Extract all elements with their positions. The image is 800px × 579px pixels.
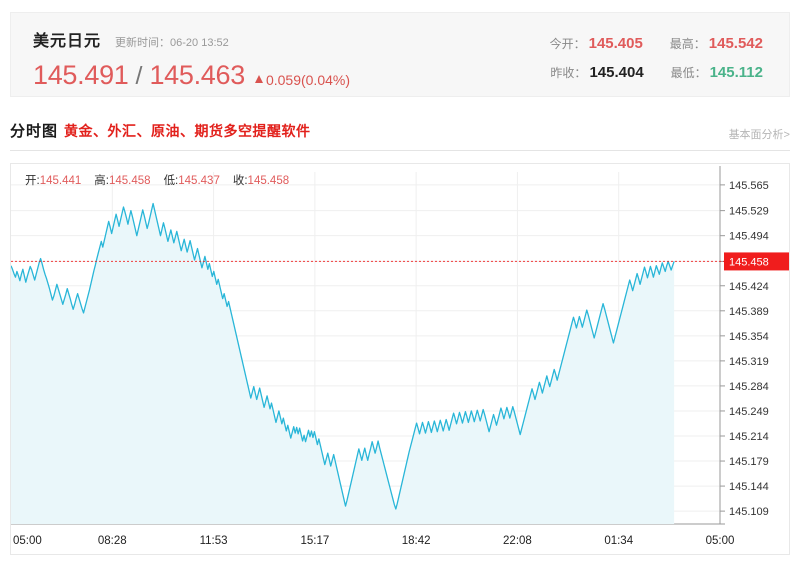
bid-price: 145.491 <box>33 60 129 90</box>
quote-primary-block: 美元日元 更新时间：06-20 13:52 145.491 / 145.463 … <box>33 27 350 91</box>
chart-y-tick-label: 145.249 <box>729 406 769 418</box>
update-time: 更新时间：06-20 13:52 <box>115 34 229 50</box>
chart-close-label: 收: <box>232 175 248 187</box>
chart-high-value: 145.458 <box>108 175 151 187</box>
chart-ohlc-legend: 开:145.441 高:145.458 低:145.437 收:145.458 <box>25 172 289 188</box>
quote-stats-block: 今开： 145.405 最高： 145.542 昨收： 145.404 最低： 145.… <box>550 35 763 93</box>
chart-y-tick-label: 145.179 <box>729 456 769 468</box>
low-value: 145.112 <box>709 64 763 81</box>
chart-close-value: 145.458 <box>247 175 290 187</box>
chart-y-tick-label: 145.424 <box>729 281 769 293</box>
high-value: 145.542 <box>708 35 763 52</box>
chart-area-fill <box>11 203 675 525</box>
chart-y-tick-label: 145.565 <box>729 180 769 192</box>
prevclose-label: 昨收： <box>550 66 587 80</box>
chart-x-tick-label: 15:17 <box>300 535 329 547</box>
chart-open-label: 开: <box>25 175 40 187</box>
chart-canvas[interactable]: 145.565 145.529 145.494 145.458 145.424 145.3… <box>11 164 789 554</box>
chart-y-tick-label: 145.389 <box>729 306 769 318</box>
chart-current-price-box <box>724 252 789 271</box>
update-time-value: 06-20 13:52 <box>170 37 229 49</box>
page-title: 分时图 <box>10 123 59 140</box>
intraday-chart[interactable]: 开:145.441 高:145.458 低:145.437 收:145.458 145… <box>10 163 790 555</box>
ask-price: 145.463 <box>149 60 245 90</box>
chart-y-tick-label: 145.529 <box>729 206 769 218</box>
chart-x-tick-label: 05:00 <box>13 535 42 547</box>
open-value: 145.405 <box>588 35 643 52</box>
quote-summary-card: 美元日元 更新时间：06-20 13:52 145.491 / 145.463 … <box>10 12 790 97</box>
chart-x-tick-label: 11:53 <box>200 535 228 547</box>
chart-y-tick-label: 145.494 <box>729 231 769 243</box>
chart-low-label: 低: <box>163 175 179 187</box>
open-label: 今开： <box>549 37 586 51</box>
chart-y-tick-label: 145.214 <box>729 431 769 443</box>
prevclose-value: 145.404 <box>589 64 644 81</box>
arrow-up-icon <box>254 75 263 83</box>
chart-y-tick-label: 145.284 <box>729 381 769 393</box>
chart-x-tick-label: 18:42 <box>402 535 431 547</box>
promo-text[interactable]: 黄金、外汇、原油、期货多空提醒软件 <box>64 123 311 139</box>
stats-row-top: 今开： 145.405 最高： 145.542 <box>550 35 763 53</box>
high-label: 最高： <box>669 37 706 51</box>
section-divider <box>10 150 790 151</box>
price-separator: / <box>135 62 143 90</box>
chart-y-tick-label: 145.144 <box>729 481 769 493</box>
chart-x-tick-label: 08:28 <box>98 535 127 547</box>
chart-low-value: 145.437 <box>178 175 220 187</box>
chart-x-tick-label: 05:00 <box>706 535 735 547</box>
low-label: 最低： <box>670 66 707 80</box>
chart-high-label: 高: <box>94 175 109 187</box>
chart-y-tick-label: 145.354 <box>729 331 769 343</box>
chart-x-tick-label: 22:08 <box>503 535 532 547</box>
chart-price-line <box>11 202 675 510</box>
change-block: 0.059(0.04%) <box>254 72 351 88</box>
update-time-label: 更新时间： <box>115 37 171 49</box>
stats-row-bottom: 昨收： 145.404 最低： 145.112 <box>550 64 763 82</box>
fundamental-analysis-link[interactable]: 基本面分析> <box>728 129 790 141</box>
chart-y-tick-label: 145.109 <box>729 506 769 518</box>
price-row: 145.491 / 145.463 0.059(0.04%) <box>33 60 350 91</box>
chart-x-tick-label: 01:34 <box>604 535 633 547</box>
change-value: 0.059(0.04%) <box>265 72 351 88</box>
symbol-name: 美元日元 <box>33 33 102 50</box>
symbol-row: 美元日元 更新时间：06-20 13:52 <box>33 27 350 51</box>
section-header: 分时图 黄金、外汇、原油、期货多空提醒软件 基本面分析> <box>10 120 790 150</box>
chart-y-tick-label: 145.319 <box>729 356 769 368</box>
chart-open-value: 145.441 <box>39 175 82 187</box>
chart-current-price-label: 145.458 <box>729 256 769 268</box>
